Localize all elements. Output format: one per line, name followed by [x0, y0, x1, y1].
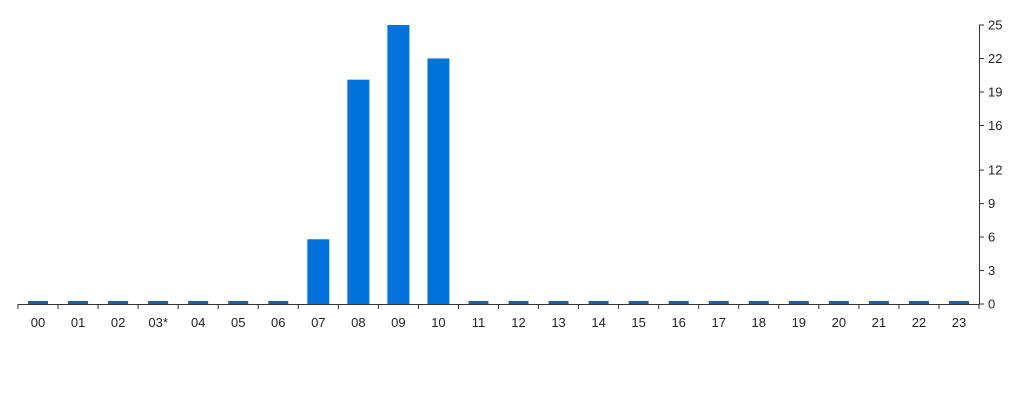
x-tick-label: 04	[191, 315, 205, 330]
x-tick-label: 17	[711, 315, 725, 330]
x-tick-label: 18	[752, 315, 766, 330]
y-tick-label: 19	[988, 84, 1002, 99]
bars-layer	[28, 25, 969, 305]
y-tick-label: 22	[988, 51, 1002, 66]
bar-00	[28, 301, 49, 304]
y-tick-label: 9	[988, 196, 995, 211]
bar-23	[948, 301, 969, 304]
bar-05	[228, 301, 249, 304]
bar-14	[588, 301, 609, 304]
y-tick-label: 3	[988, 263, 995, 278]
y-tick-label: 6	[988, 230, 995, 245]
y-tick-label: 12	[988, 163, 1002, 178]
bar-15	[628, 301, 649, 304]
x-tick-label: 00	[31, 315, 45, 330]
bar-01	[68, 301, 89, 304]
bar-11	[468, 301, 489, 304]
x-tick-label: 11	[472, 315, 486, 330]
x-tick-label: 20	[832, 315, 846, 330]
x-tick-labels: 00 01 02 03* 04 05 06 07 08 09 10 11 12 13 14 15 16 17 18 1…	[31, 315, 966, 330]
bar-13	[548, 301, 569, 304]
bar-21	[868, 301, 889, 304]
x-tick-label: 21	[872, 315, 886, 330]
x-tick-label: 12	[511, 315, 525, 330]
y-tick-label: 0	[988, 297, 995, 312]
bar-16	[668, 301, 689, 304]
bar-18	[748, 301, 769, 304]
bar-09	[387, 25, 410, 304]
x-tick-label: 10	[431, 315, 445, 330]
x-tick-label: 15	[631, 315, 645, 330]
bar-06	[268, 301, 289, 304]
x-tick-label: 13	[551, 315, 565, 330]
bar-10	[427, 58, 450, 305]
x-tick-label: 16	[671, 315, 685, 330]
bar-04	[188, 301, 209, 304]
x-tick-label: 23	[952, 315, 966, 330]
bar-20	[828, 301, 849, 304]
bar-02	[108, 301, 129, 304]
y-tick-label: 25	[988, 18, 1002, 33]
x-tick-label: 08	[351, 315, 365, 330]
bar-17	[708, 301, 729, 304]
x-tick-label: 09	[391, 315, 405, 330]
bar-22	[908, 301, 929, 304]
x-tick-label: 19	[792, 315, 806, 330]
y-tick-labels: 0 3 6 9 12 16 19 22 25	[988, 18, 1002, 312]
x-tick-label: 03*	[148, 315, 168, 330]
bar-19	[788, 301, 809, 304]
axes-layer	[17, 24, 984, 309]
bar-08	[347, 79, 370, 305]
x-tick-label: 14	[591, 315, 605, 330]
x-tick-label: 07	[311, 315, 325, 330]
bar-03*	[148, 301, 169, 304]
x-tick-label: 05	[231, 315, 245, 330]
x-tick-label: 01	[71, 315, 85, 330]
x-tick-label: 22	[912, 315, 926, 330]
x-tick-label: 06	[271, 315, 285, 330]
x-tick-label: 02	[111, 315, 125, 330]
y-tick-label: 16	[988, 118, 1002, 133]
bar-12	[508, 301, 529, 304]
bar-07	[307, 239, 330, 304]
